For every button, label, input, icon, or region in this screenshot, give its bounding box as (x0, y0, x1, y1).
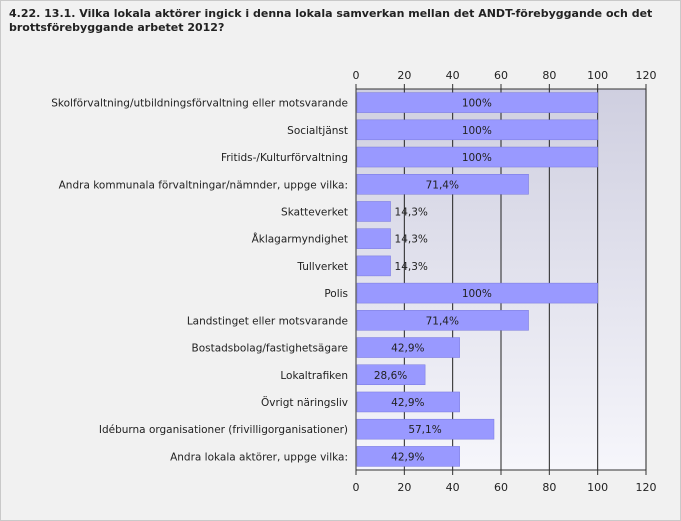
category-label: Andra lokala aktörer, uppge vilka: (170, 451, 348, 463)
bar (356, 446, 460, 467)
bar-value-label: 42,9% (391, 397, 424, 409)
bar (356, 201, 391, 222)
bar-value-label: 57,1% (408, 424, 441, 436)
bar-value-label: 71,4% (426, 179, 459, 191)
bar (356, 337, 460, 358)
bar (356, 364, 426, 385)
bar (356, 418, 495, 440)
bar-value-label: 100% (462, 98, 492, 110)
bar (356, 146, 598, 168)
category-label: Socialtjänst (287, 125, 348, 137)
category-label: Andra kommunala förvaltningar/nämnder, u… (59, 179, 348, 191)
bottom-tick-label: 40 (446, 481, 460, 494)
bar (356, 391, 460, 413)
top-tick-label: 20 (397, 69, 411, 82)
category-label: Bostadsbolag/fastighetsägare (191, 343, 348, 355)
category-label: Tullverket (296, 261, 348, 273)
bar (356, 310, 529, 331)
category-label: Fritids-/Kulturförvaltning (221, 152, 348, 164)
top-tick-label: 120 (636, 69, 657, 82)
bar-value-label: 28,6% (374, 370, 407, 382)
bottom-tick-label: 20 (397, 481, 411, 494)
category-label: Landstinget eller motsvarande (187, 315, 348, 327)
category-label: Idéburna organisationer (frivilligorgani… (99, 424, 348, 436)
chart-title: 4.22. 13.1. Vilka lokala aktörer ingick … (9, 7, 653, 34)
category-label: Skolförvaltning/utbildningsförvaltning e… (51, 98, 348, 110)
bar (356, 228, 391, 249)
bar-value-label: 100% (462, 288, 492, 300)
bottom-tick-label: 80 (542, 481, 556, 494)
bar-value-label: 42,9% (391, 343, 424, 355)
bar-value-label: 100% (462, 125, 492, 137)
bottom-tick-label: 120 (636, 481, 657, 494)
top-tick-label: 80 (542, 69, 556, 82)
bar-value-label: 71,4% (426, 315, 459, 327)
bar (356, 255, 391, 277)
top-tick-label: 60 (494, 69, 508, 82)
top-tick-label: 0 (353, 69, 360, 82)
bar-value-label: 42,9% (391, 451, 424, 463)
category-label: Skatteverket (281, 206, 348, 218)
bar (356, 174, 529, 195)
category-label: Lokaltrafiken (280, 370, 348, 382)
bar (356, 92, 598, 113)
category-label: Övrigt näringsliv (261, 396, 348, 409)
category-label: Åklagarmyndighet (252, 233, 348, 246)
bar-value-label: 14,3% (395, 261, 428, 273)
bar-value-label: 14,3% (395, 206, 428, 218)
bar (356, 119, 598, 141)
bottom-tick-label: 0 (353, 481, 360, 494)
top-tick-label: 40 (446, 69, 460, 82)
bar (356, 282, 598, 304)
bottom-tick-label: 60 (494, 481, 508, 494)
bar-value-label: 100% (462, 152, 492, 164)
bar-value-label: 14,3% (395, 234, 428, 246)
bottom-tick-label: 100 (587, 481, 608, 494)
top-tick-label: 100 (587, 69, 608, 82)
category-label: Polis (324, 288, 348, 300)
